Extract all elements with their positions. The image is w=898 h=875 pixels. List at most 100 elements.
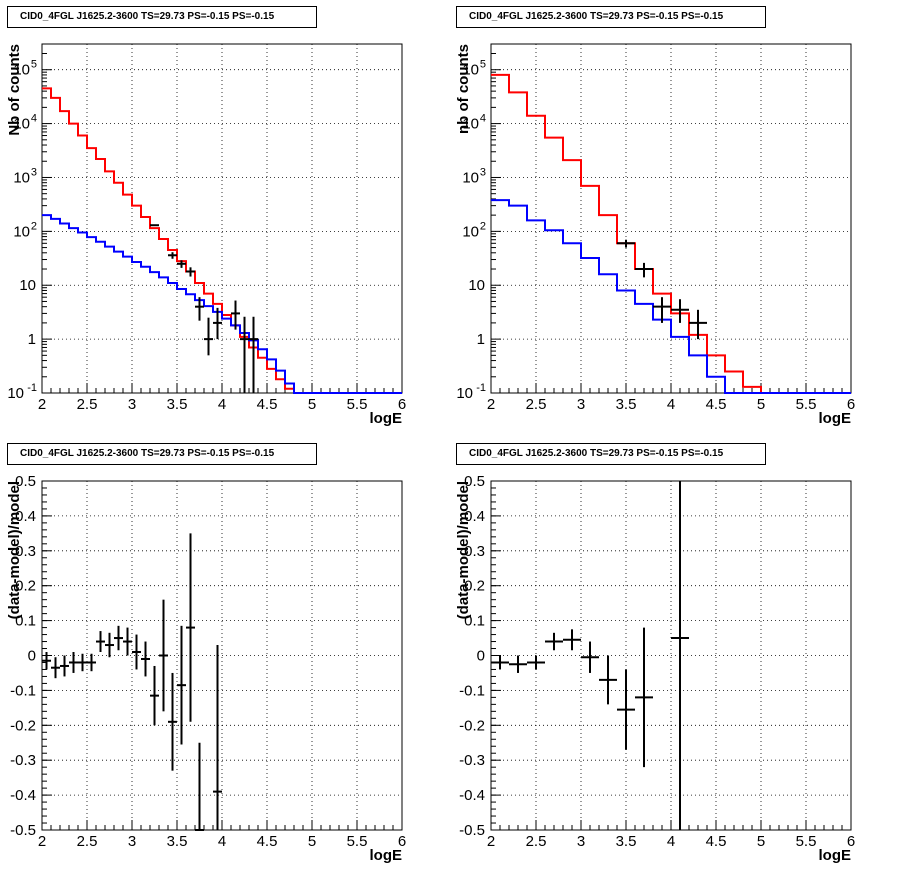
data-point — [249, 316, 258, 393]
y-tick-exponent: 2 — [31, 220, 37, 232]
series-1 — [42, 214, 402, 394]
y-tick-label: 0 — [477, 648, 485, 665]
y-tick-label: 0.5 — [464, 473, 485, 490]
data-point — [114, 625, 123, 651]
y-tick-label: -0.4 — [459, 787, 485, 804]
data-point — [168, 672, 177, 771]
data-point — [231, 300, 240, 330]
y-tick-label: 10 — [462, 62, 479, 79]
y-tick-label: 10 — [468, 277, 485, 294]
series-0 — [491, 481, 689, 830]
y-tick-exponent: 3 — [31, 166, 37, 178]
data-point — [87, 653, 96, 672]
x-tick-label: 5 — [308, 833, 316, 850]
y-tick-label: -0.3 — [459, 752, 485, 769]
chart-title: CID0_4FGL J1625.2-3600 TS=29.73 PS=-0.15… — [7, 443, 317, 465]
y-tick-label: 10 — [19, 277, 36, 294]
data-point — [671, 299, 689, 323]
pad-residual-right: 2 2.5 3 3.5 4 4.5 5 5.5 6 logE -0.5 -0.4 -0.3 -0.2 -0.… — [449, 437, 898, 874]
chart-title: CID0_4FGL J1625.2-3600 TS=29.73 PS=-0.15… — [456, 6, 766, 28]
chart-title: CID0_4FGL J1625.2-3600 TS=29.73 PS=-0.15… — [7, 6, 317, 28]
data-point — [141, 641, 150, 677]
x-tick-label: 2 — [38, 833, 46, 850]
x-tick-label: 6 — [398, 833, 406, 850]
data-point — [123, 627, 132, 656]
y-tick-label: 0.2 — [15, 578, 36, 595]
data-point — [671, 481, 689, 830]
x-tick-label: 5.5 — [796, 396, 817, 413]
data-point — [617, 239, 635, 248]
data-point — [240, 316, 249, 393]
y-tick-label: 0.1 — [15, 613, 36, 630]
y-tick-label: 10 — [462, 116, 479, 133]
histogram-line — [491, 199, 851, 394]
x-tick-label: 3.5 — [616, 833, 637, 850]
chart-residual-left: 2 2.5 3 3.5 4 4.5 5 5.5 6logE-0.5-0.4-0.3-0.2-0.… — [6, 473, 406, 864]
y-tick-label: 0.2 — [464, 578, 485, 595]
y-axis-label: (data-model)/model — [6, 481, 23, 619]
data-point — [186, 533, 195, 722]
y-tick-exponent: -1 — [476, 382, 486, 394]
x-tick-label: 2 — [38, 396, 46, 413]
data-point — [509, 655, 527, 673]
series-2 — [150, 224, 258, 393]
x-axis-label: logE — [370, 410, 403, 427]
x-tick-label: 4 — [218, 396, 226, 413]
data-point — [527, 655, 545, 670]
y-tick-label: 10 — [7, 385, 24, 402]
y-tick-exponent: 3 — [480, 166, 486, 178]
y-tick-label: -0.3 — [10, 752, 36, 769]
x-tick-label: 2.5 — [77, 833, 98, 850]
histogram-line — [491, 73, 851, 394]
y-tick-label: -0.2 — [459, 717, 485, 734]
data-point — [213, 645, 222, 830]
data-point — [563, 629, 581, 651]
data-point — [69, 652, 78, 673]
y-axis: -0.5 -0.4 -0.3 -0.2 -0.1 0 0.1 0.2 0.3 0.4 0.5(dat… — [455, 473, 851, 839]
x-tick-label: 3.5 — [167, 396, 188, 413]
y-tick-label: 10 — [13, 169, 30, 186]
data-point — [491, 655, 509, 670]
data-point — [204, 317, 213, 356]
chart-residual-right: 2 2.5 3 3.5 4 4.5 5 5.5 6logE-0.5-0.4-0.3-0.2-0.… — [455, 473, 855, 864]
x-tick-label: 3 — [128, 396, 136, 413]
y-tick-exponent: 2 — [480, 220, 486, 232]
y-tick-label: -0.5 — [459, 822, 485, 839]
data-point — [105, 632, 114, 658]
data-point — [177, 260, 186, 268]
histogram-line — [42, 214, 402, 394]
data-point — [653, 297, 671, 323]
data-point — [60, 655, 69, 677]
y-tick-label: 10 — [456, 385, 473, 402]
x-tick-label: 3 — [577, 396, 585, 413]
chart-title: CID0_4FGL J1625.2-3600 TS=29.73 PS=-0.15… — [456, 443, 766, 465]
series-0 — [491, 73, 851, 394]
x-tick-label: 5 — [757, 396, 765, 413]
x-tick-label: 3 — [128, 833, 136, 850]
pad-counts-right: 2 2.5 3 3.5 4 4.5 5 5.5 6 logE 10 -1 1 10 10 2 10 3 10 4 10 5… — [449, 0, 898, 437]
x-tick-label: 5.5 — [347, 396, 368, 413]
y-tick-label: -0.5 — [10, 822, 36, 839]
data-point — [96, 631, 105, 653]
data-point — [195, 297, 204, 321]
data-point — [545, 632, 563, 651]
data-point — [186, 267, 195, 277]
x-tick-label: 4.5 — [706, 396, 727, 413]
x-tick-label: 2.5 — [526, 396, 547, 413]
data-point — [617, 669, 635, 750]
data-point — [689, 309, 707, 340]
x-tick-label: 5.5 — [796, 833, 817, 850]
data-point — [42, 652, 51, 670]
data-point — [168, 252, 177, 259]
x-tick-label: 4 — [667, 833, 675, 850]
y-tick-label: -0.4 — [10, 787, 36, 804]
y-tick-label: 0.3 — [464, 543, 485, 560]
x-tick-label: 5.5 — [347, 833, 368, 850]
x-tick-label: 2 — [487, 396, 495, 413]
data-point — [213, 307, 222, 340]
